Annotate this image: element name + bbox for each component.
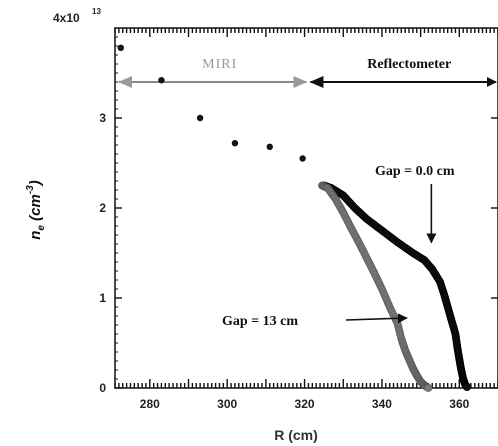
y-top-label: 4x10 (53, 11, 80, 25)
series-0 (117, 44, 306, 162)
y-top-exponent: 13 (92, 7, 101, 16)
x-axis-label: R (cm) (274, 427, 318, 443)
x-tick-label: 320 (295, 397, 315, 411)
x-tick-label: 280 (140, 397, 160, 411)
svg-text:ne (cm-3): ne (cm-3) (25, 180, 47, 240)
y-label-sub: e (36, 225, 47, 231)
data-point (196, 114, 204, 122)
y-tick-label: 0 (99, 381, 106, 395)
data-point (463, 383, 471, 391)
data-point (231, 140, 239, 147)
y-label-unit-close: ) (27, 180, 44, 187)
series-2 (318, 181, 433, 392)
data-point (158, 77, 165, 84)
y-tick-label: 2 (99, 201, 106, 215)
region-layer: MIRI Reflectometer (118, 57, 497, 88)
region-label-miri: MIRI (202, 57, 237, 72)
x-tick-label: 340 (372, 397, 392, 411)
annotation-layer: Gap = 0.0 cm Gap = 13 cm (222, 164, 455, 329)
x-tick-label: 360 (449, 397, 469, 411)
data-point (424, 384, 433, 392)
y-label-main: n (27, 231, 44, 240)
data-point (266, 143, 273, 150)
x-tick-label: 300 (217, 397, 237, 411)
data-point (299, 155, 306, 162)
y-axis-label: ne (cm-3) (25, 180, 47, 240)
annotation-gap-13: Gap = 13 cm (222, 314, 298, 329)
data-point (117, 44, 125, 51)
annotation-arrow-gap-13 (345, 313, 408, 324)
region-label-reflectometer: Reflectometer (367, 57, 451, 72)
ticks-layer: 280 300 320 340 360 0 1 2 3 (99, 28, 498, 411)
series-layer (117, 44, 471, 392)
annotation-gap-0: Gap = 0.0 cm (375, 164, 455, 179)
y-tick-label: 3 (99, 111, 106, 125)
y-label-unit-exp: -3 (25, 185, 36, 194)
y-tick-label: 1 (99, 291, 106, 305)
y-label-unit: (cm (27, 194, 44, 221)
series-1 (320, 181, 471, 391)
